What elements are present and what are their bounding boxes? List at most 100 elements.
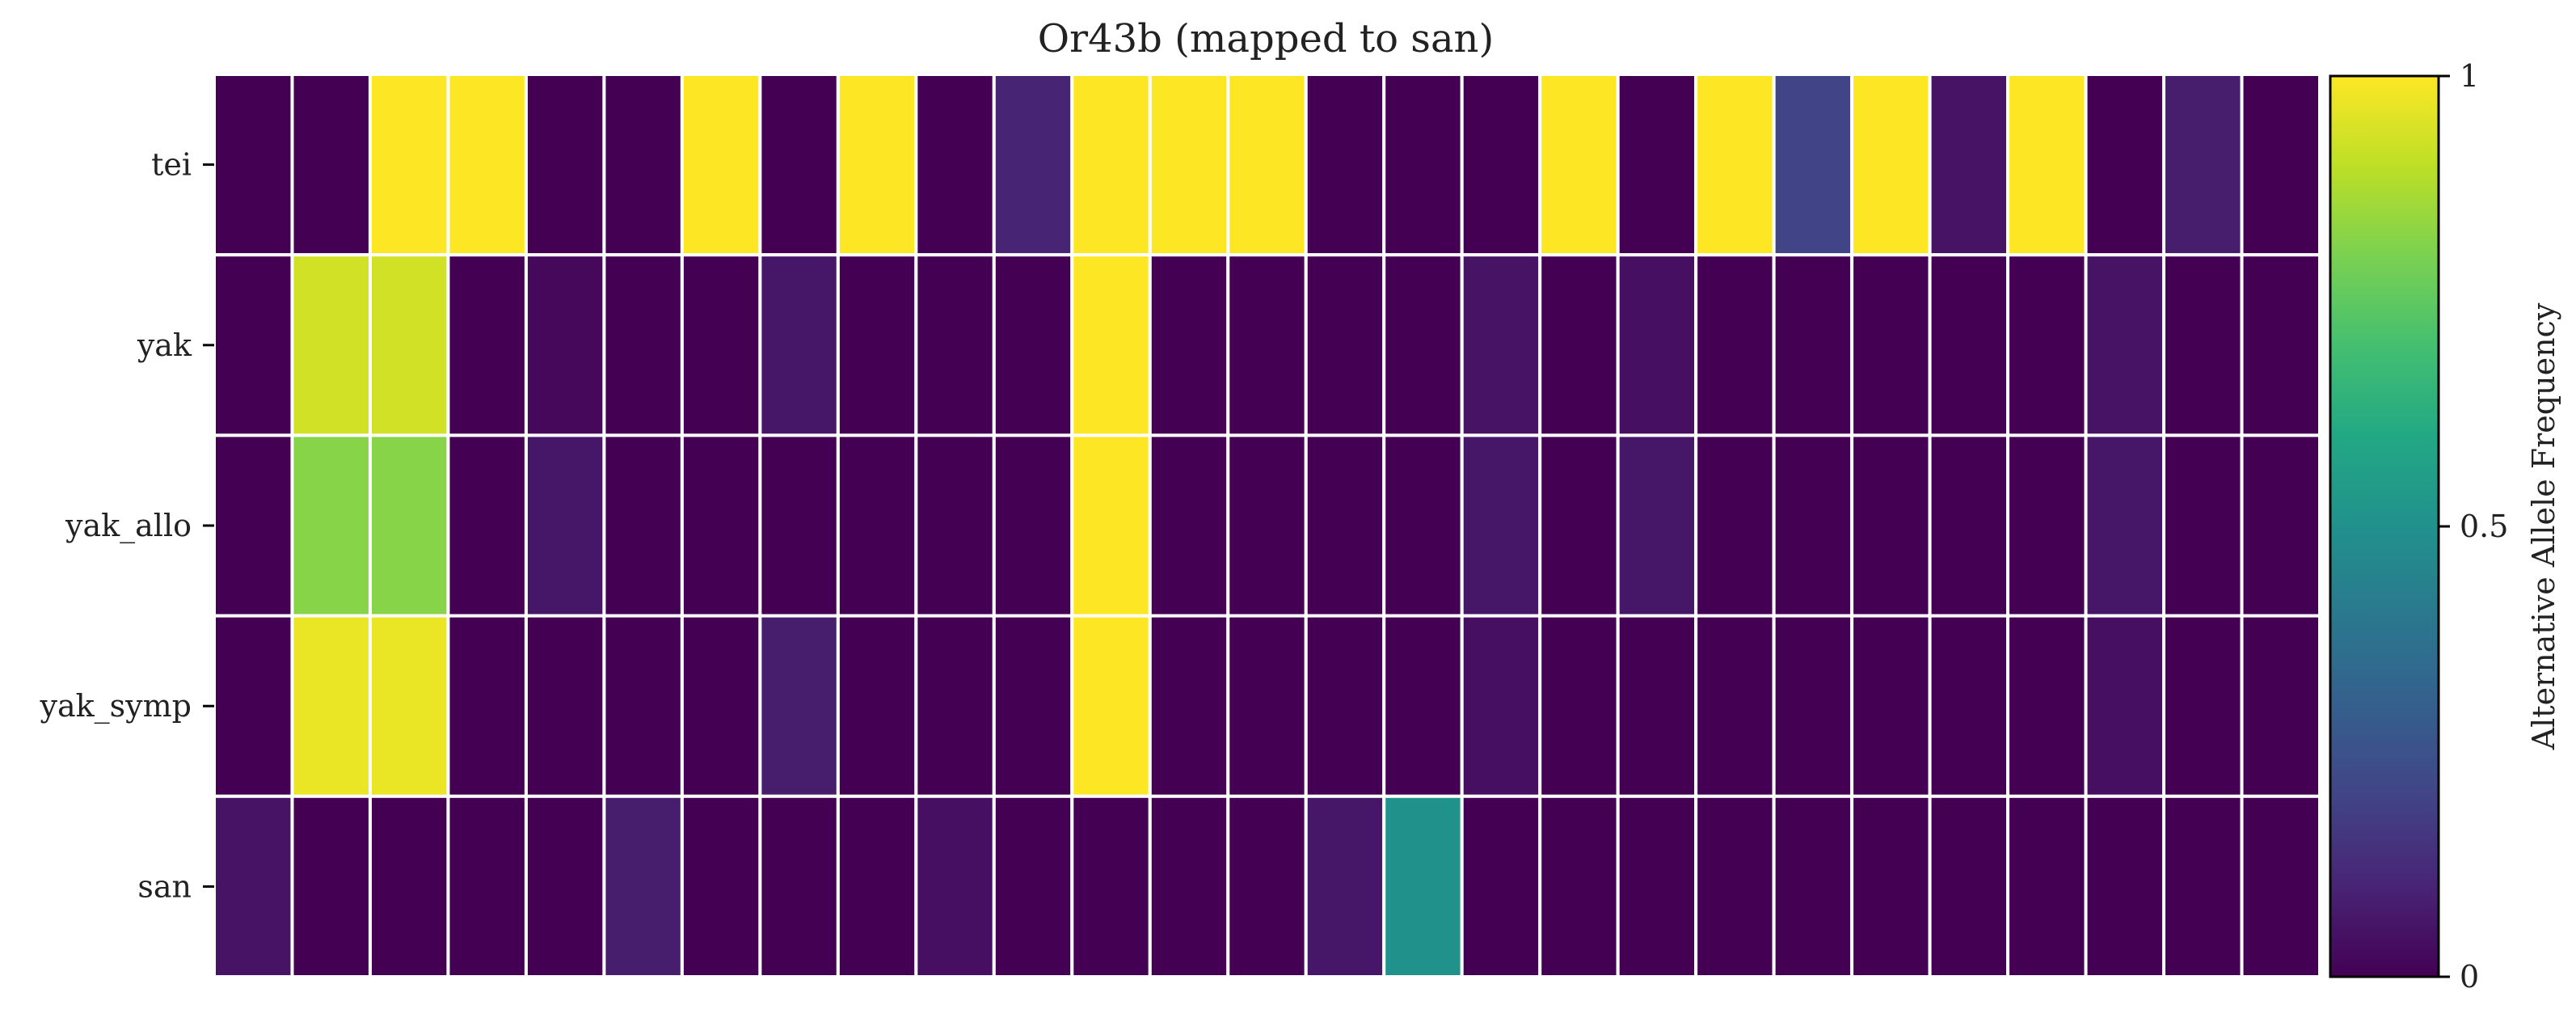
row-label: yak: [137, 327, 192, 363]
heatmap-cell: [1928, 794, 2010, 978]
heatmap-cell: [1226, 433, 1308, 618]
heatmap-cell: [2006, 253, 2088, 437]
heatmap-cell: [2240, 794, 2322, 978]
colorbar-label: Alternative Allele Frequency: [2526, 302, 2561, 750]
row-label: yak_symp: [40, 688, 192, 724]
heatmap-cell: [213, 433, 294, 618]
heatmap-cell: [1148, 73, 1230, 257]
heatmap-cell: [368, 73, 450, 257]
heatmap-cell: [290, 73, 372, 257]
heatmap-cell: [1538, 614, 1620, 798]
heatmap-cell: [1304, 794, 1386, 978]
heatmap-cell: [1070, 253, 1152, 437]
colorbar-tick-label: 0: [2460, 959, 2479, 995]
heatmap-cell: [602, 614, 684, 798]
heatmap-cell: [1928, 614, 2010, 798]
heatmap-cell: [2240, 73, 2322, 257]
heatmap-cell: [758, 794, 840, 978]
heatmap-cell: [290, 794, 372, 978]
row-label: tei: [151, 147, 192, 183]
heatmap-cell: [1538, 73, 1620, 257]
heatmap-cell: [1616, 433, 1698, 618]
heatmap-cell: [758, 253, 840, 437]
heatmap-cell: [1928, 433, 2010, 618]
heatmap-cell: [2006, 433, 2088, 618]
heatmap-cell: [1538, 433, 1620, 618]
heatmap-cell: [1694, 794, 1776, 978]
heatmap-cells: [213, 73, 2322, 978]
row-label: yak_allo: [65, 508, 192, 544]
heatmap-cell: [213, 253, 294, 437]
heatmap-cell: [680, 73, 762, 257]
heatmap-cell: [1850, 614, 1932, 798]
heatmap-cell: [602, 794, 684, 978]
heatmap-cell: [1850, 433, 1932, 618]
heatmap-cell: [1148, 433, 1230, 618]
heatmap-cell: [1382, 433, 1464, 618]
colorbar-ticks: 00.51: [2439, 58, 2508, 995]
row-label: san: [137, 868, 192, 904]
heatmap-cell: [1304, 253, 1386, 437]
heatmap-cell: [1382, 253, 1464, 437]
colorbar: 00.51 Alternative Allele Frequency: [2329, 58, 2561, 995]
heatmap-cell: [213, 614, 294, 798]
heatmap-cell: [992, 73, 1074, 257]
heatmap-cell: [1772, 73, 1854, 257]
heatmap-cell: [524, 433, 606, 618]
heatmap-cell: [1460, 253, 1542, 437]
heatmap-cell: [1616, 253, 1698, 437]
heatmap-cell: [1538, 253, 1620, 437]
heatmap-cell: [1928, 73, 2010, 257]
heatmap-cell: [1850, 253, 1932, 437]
heatmap-cell: [2084, 73, 2166, 257]
heatmap-cell: [290, 614, 372, 798]
heatmap-cell: [1460, 794, 1542, 978]
heatmap-cell: [1460, 614, 1542, 798]
heatmap-cell: [1148, 253, 1230, 437]
heatmap-cell: [1226, 794, 1308, 978]
chart-title: Or43b (mapped to san): [1038, 16, 1494, 61]
heatmap-cell: [680, 253, 762, 437]
heatmap-cell: [2084, 794, 2166, 978]
heatmap-cell: [1772, 794, 1854, 978]
heatmap-cell: [2240, 253, 2322, 437]
heatmap-cell: [1538, 794, 1620, 978]
heatmap-cell: [2162, 794, 2244, 978]
heatmap-cell: [1772, 433, 1854, 618]
heatmap-cell: [1928, 253, 2010, 437]
heatmap-cell: [758, 433, 840, 618]
heatmap-cell: [1694, 433, 1776, 618]
heatmap-cell: [602, 253, 684, 437]
heatmap-cell: [1772, 614, 1854, 798]
heatmap-cell: [1226, 614, 1308, 798]
heatmap-cell: [446, 253, 528, 437]
heatmap-cell: [836, 433, 918, 618]
colorbar-tick-label: 0.5: [2460, 509, 2508, 544]
heatmap-cell: [1304, 433, 1386, 618]
heatmap-cell: [1460, 73, 1542, 257]
heatmap-cell: [368, 433, 450, 618]
heatmap-cell: [1304, 73, 1386, 257]
heatmap-cell: [524, 614, 606, 798]
heatmap-cell: [1616, 614, 1698, 798]
heatmap-cell: [1850, 73, 1932, 257]
heatmap-cell: [524, 794, 606, 978]
heatmap-cell: [758, 73, 840, 257]
heatmap-cell: [1070, 794, 1152, 978]
heatmap-cell: [1304, 614, 1386, 798]
heatmap-cell: [213, 794, 294, 978]
heatmap-cell: [1148, 794, 1230, 978]
heatmap-cell: [1382, 73, 1464, 257]
heatmap-cell: [1226, 73, 1308, 257]
heatmap-cell: [290, 433, 372, 618]
heatmap-cell: [1616, 73, 1698, 257]
heatmap-cell: [446, 794, 528, 978]
heatmap-cell: [914, 253, 996, 437]
heatmap-cell: [1070, 614, 1152, 798]
heatmap-cell: [1772, 253, 1854, 437]
colorbar-gradient: [2329, 74, 2440, 978]
heatmap-cell: [2162, 433, 2244, 618]
heatmap-cell: [1226, 253, 1308, 437]
heatmap-cell: [1148, 614, 1230, 798]
